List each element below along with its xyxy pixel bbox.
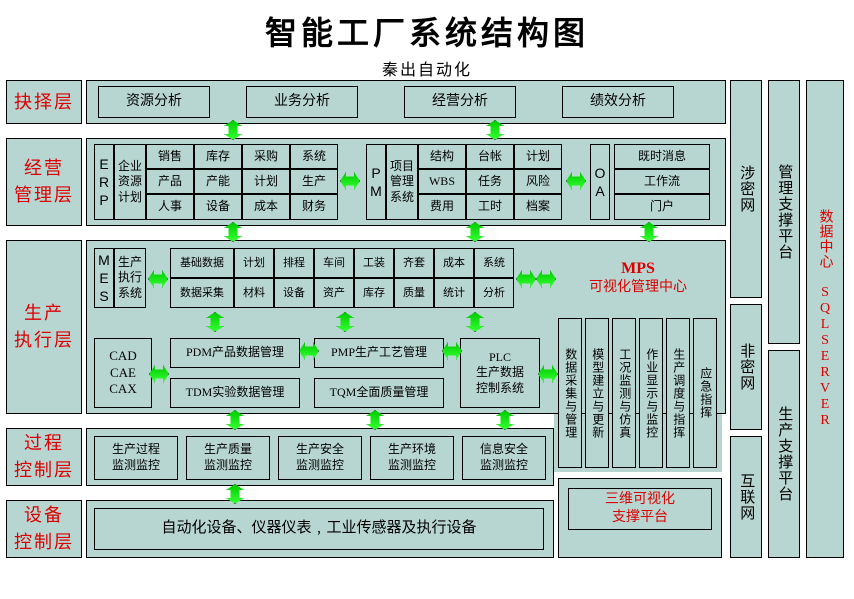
diagram-area: 抉择层 经营 管理层 生产 执行层 过程 控制层 设备 控制层 资源分析 业务分… bbox=[6, 80, 848, 593]
mes-cell-2: 排程 bbox=[274, 248, 314, 278]
mes-label: 生产 执行 系统 bbox=[114, 248, 146, 308]
layer-process-label: 过程 控制层 bbox=[6, 428, 82, 486]
page-title: 智能工厂系统结构图 bbox=[0, 0, 854, 54]
erp-cell-10: 成本 bbox=[242, 194, 290, 220]
support-label-1: 管理支撑平台 bbox=[768, 80, 800, 344]
erp-cell-0: 销售 bbox=[146, 144, 194, 169]
erp-cell-4: 产品 bbox=[146, 169, 194, 194]
process-box-3: 生产环境 监测监控 bbox=[370, 436, 454, 480]
mes-abbr: M E S bbox=[94, 248, 114, 308]
erp-cell-3: 系统 bbox=[290, 144, 338, 169]
tqm-box: TQM全面质量管理 bbox=[314, 378, 444, 408]
page-subtitle: 秦出自动化 bbox=[0, 56, 854, 80]
erp-cell-11: 财务 bbox=[290, 194, 338, 220]
layer-production-label: 生产 执行层 bbox=[6, 240, 82, 414]
erp-cell-2: 采购 bbox=[242, 144, 290, 169]
mes-cell-6: 成本 bbox=[434, 248, 474, 278]
mes-cell-14: 统计 bbox=[434, 278, 474, 308]
support-label-2: 生产支撑平台 bbox=[768, 350, 800, 558]
pm-cell-2: 计划 bbox=[514, 144, 562, 169]
pm-cell-8: 档案 bbox=[514, 194, 562, 220]
oa-cell-2: 门户 bbox=[614, 194, 710, 220]
layer-decision-label: 抉择层 bbox=[6, 80, 82, 124]
decision-box-0: 资源分析 bbox=[98, 86, 210, 118]
mps-title: MPS bbox=[621, 259, 655, 280]
mps-box: MPS 可视化管理中心 bbox=[558, 248, 718, 308]
process-box-1: 生产质量 监测监控 bbox=[186, 436, 270, 480]
mes-cell-4: 工装 bbox=[354, 248, 394, 278]
pdm-box: PDM产品数据管理 bbox=[170, 338, 300, 368]
decision-box-1: 业务分析 bbox=[246, 86, 358, 118]
erp-abbr: E R P bbox=[94, 144, 114, 220]
erp-cell-7: 生产 bbox=[290, 169, 338, 194]
mps-col-2: 工况监测与仿真 bbox=[612, 318, 636, 468]
tdm-box: TDM实验数据管理 bbox=[170, 378, 300, 408]
erp-cell-5: 产能 bbox=[194, 169, 242, 194]
erp-cell-8: 人事 bbox=[146, 194, 194, 220]
oa-cell-1: 工作流 bbox=[614, 169, 710, 194]
plc-box: PLC 生产数据 控制系统 bbox=[460, 338, 540, 408]
mes-cell-12: 库存 bbox=[354, 278, 394, 308]
pm-cell-7: 工时 bbox=[466, 194, 514, 220]
equipment-box: 自动化设备、仪器仪表﹐工业传感器及执行设备 bbox=[94, 508, 544, 550]
pm-abbr: P M bbox=[366, 144, 386, 220]
net-label-2: 非密网 bbox=[730, 304, 762, 430]
tri-platform-box: 三维可视化 支撑平台 bbox=[568, 488, 712, 530]
process-box-0: 生产过程 监测监控 bbox=[94, 436, 178, 480]
oa-cell-0: 既时消息 bbox=[614, 144, 710, 169]
erp-label: 企业 资源 计划 bbox=[114, 144, 146, 220]
erp-cell-6: 计划 bbox=[242, 169, 290, 194]
pm-cell-6: 费用 bbox=[418, 194, 466, 220]
net-label-1: 涉密网 bbox=[730, 80, 762, 298]
pm-cell-5: 风险 bbox=[514, 169, 562, 194]
process-box-4: 信息安全 监测监控 bbox=[462, 436, 546, 480]
erp-cell-1: 库存 bbox=[194, 144, 242, 169]
mes-cell-1: 计划 bbox=[234, 248, 274, 278]
process-box-2: 生产安全 监测监控 bbox=[278, 436, 362, 480]
mes-cell-9: 材料 bbox=[234, 278, 274, 308]
mes-cell-11: 资产 bbox=[314, 278, 354, 308]
pm-cell-1: 台帐 bbox=[466, 144, 514, 169]
cad-box: CAD CAE CAX bbox=[94, 338, 152, 408]
mes-cell-8: 数据采集 bbox=[170, 278, 234, 308]
mes-cell-0: 基础数据 bbox=[170, 248, 234, 278]
layer-business-label: 经营 管理层 bbox=[6, 138, 82, 226]
erp-cell-9: 设备 bbox=[194, 194, 242, 220]
mps-col-5: 应急指挥 bbox=[693, 318, 717, 468]
decision-box-2: 经营分析 bbox=[404, 86, 516, 118]
pm-cell-3: WBS bbox=[418, 169, 466, 194]
mps-col-4: 生产调度与指挥 bbox=[666, 318, 690, 468]
pm-cell-0: 结构 bbox=[418, 144, 466, 169]
oa-abbr: O A bbox=[590, 144, 610, 220]
mes-cell-13: 质量 bbox=[394, 278, 434, 308]
mes-cell-3: 车间 bbox=[314, 248, 354, 278]
mps-col-1: 模型建立与更新 bbox=[585, 318, 609, 468]
pm-cell-4: 任务 bbox=[466, 169, 514, 194]
mps-col-0: 数据采集与管理 bbox=[558, 318, 582, 468]
mes-cell-15: 分析 bbox=[474, 278, 514, 308]
pm-label: 项目 管理 系统 bbox=[386, 144, 418, 220]
mps-col-3: 作业显示与监控 bbox=[639, 318, 663, 468]
pmp-box: PMP生产工艺管理 bbox=[314, 338, 444, 368]
datacenter-label: 数据中心 SQLSERVER bbox=[806, 80, 844, 558]
mps-subtitle: 可视化管理中心 bbox=[589, 279, 687, 297]
layer-equipment-label: 设备 控制层 bbox=[6, 500, 82, 558]
mes-cell-7: 系统 bbox=[474, 248, 514, 278]
mes-cell-10: 设备 bbox=[274, 278, 314, 308]
net-label-3: 互联网 bbox=[730, 436, 762, 558]
mes-cell-5: 齐套 bbox=[394, 248, 434, 278]
decision-box-3: 绩效分析 bbox=[562, 86, 674, 118]
